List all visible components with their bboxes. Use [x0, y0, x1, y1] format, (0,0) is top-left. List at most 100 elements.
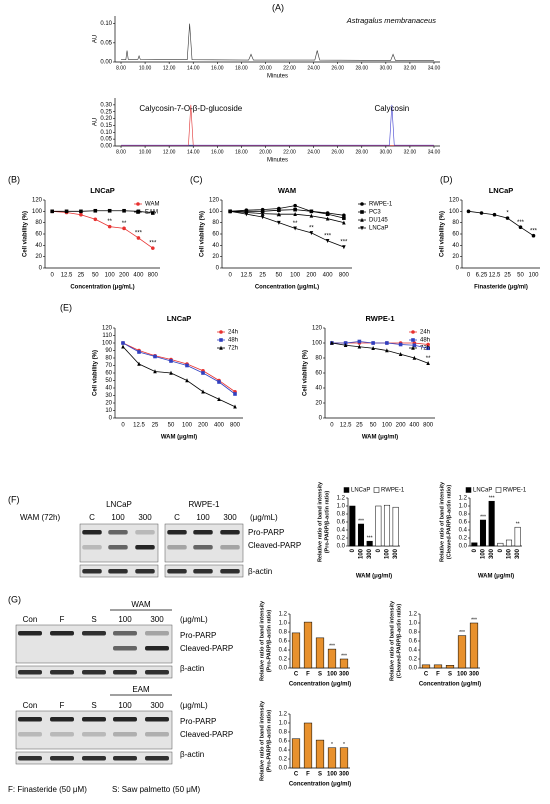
legend-marker — [136, 202, 140, 206]
point — [531, 233, 536, 238]
y-tick-label: 50 — [105, 378, 112, 384]
point — [343, 341, 348, 345]
band — [18, 631, 42, 636]
y-tick-label: 60 — [452, 232, 459, 238]
band — [135, 530, 155, 535]
x-tick-label: C — [294, 772, 299, 778]
lane-label: C — [89, 513, 95, 522]
y-tick-label: 100 — [209, 209, 220, 215]
y-tick-label: 120 — [209, 198, 220, 204]
x-tick-label: 800 — [230, 423, 241, 429]
y-tick-label: 0.2 — [279, 657, 288, 663]
series-line — [121, 104, 434, 146]
x-tick-label: 300 — [469, 672, 480, 678]
series-line — [121, 23, 434, 61]
chart: 0.0 0.2 0.4 0.6 0.8 1.0 1.2 WAM (μg/ml) Relative… — [439, 481, 526, 580]
band — [167, 545, 187, 550]
significance: *** — [358, 518, 364, 524]
x-tick-label: 18.00 — [235, 149, 248, 155]
significance: ** — [122, 221, 127, 227]
x-tick-label: 30.00 — [380, 65, 393, 71]
x-tick-label: 16.00 — [211, 65, 224, 71]
unit-label: (μg/mL) — [250, 513, 278, 522]
chart-title: Astragalus membranaceus — [346, 16, 436, 25]
x-tick-label: 100 — [105, 273, 116, 279]
band — [193, 545, 213, 550]
point — [293, 203, 297, 208]
significance: ** — [516, 522, 520, 528]
x-tick-label: 50 — [370, 423, 377, 429]
y-tick-label: 0.05 — [100, 137, 112, 143]
lane-label: C — [174, 513, 180, 522]
chart: 0 20 40 60 80 100 120 0 6.25 12.5 25 50 100 LNCaP Fina… — [440, 186, 540, 291]
bar — [479, 519, 487, 547]
point — [260, 215, 265, 220]
y-axis-label: Relative ratio of band intensity — [317, 481, 323, 562]
peak-label: Calycosin — [375, 104, 410, 113]
y-tick-label: 0.2 — [459, 536, 468, 542]
band — [82, 670, 106, 675]
x-tick-label: 300 — [339, 772, 350, 778]
significance: *** — [340, 240, 348, 246]
significance: *** — [324, 233, 332, 239]
point — [426, 346, 430, 351]
y-tick-label: 0.0 — [459, 544, 468, 550]
point — [121, 341, 125, 345]
bar — [505, 539, 513, 547]
treatment-label: WAM — [131, 600, 151, 609]
band — [167, 569, 187, 574]
band-label: Pro-PARP — [180, 717, 216, 726]
y-axis-label: (Cleaved-PARP/β-actin ratio) — [396, 604, 402, 679]
band — [50, 670, 74, 675]
point — [342, 213, 346, 218]
bar — [514, 526, 521, 547]
y-tick-label: 0.6 — [279, 739, 288, 745]
lane-label: Con — [23, 615, 38, 624]
significance: *** — [329, 643, 335, 649]
point — [426, 342, 430, 347]
significance: ** — [293, 221, 298, 227]
point — [93, 217, 98, 222]
y-tick-label: 0 — [216, 266, 220, 272]
x-tick-label: 400 — [133, 273, 144, 279]
treatment-label: WAM (72h) — [20, 513, 60, 522]
y-tick-label: 0.30 — [100, 102, 112, 108]
bar — [421, 664, 431, 669]
legend-swatch — [465, 487, 472, 493]
blot-membrane — [15, 710, 173, 750]
blot-membrane — [164, 523, 244, 563]
band — [18, 756, 42, 761]
y-tick-label: 20 — [315, 401, 322, 407]
point — [357, 344, 362, 349]
legend-label: WAM — [145, 202, 159, 208]
chart-title: RWPE-1 — [365, 314, 394, 323]
y-axis-label: Cell viability (%) — [303, 350, 309, 396]
band — [145, 732, 169, 737]
series-line — [122, 342, 236, 395]
y-tick-label: 0.6 — [459, 520, 468, 526]
y-tick-label: 40 — [105, 386, 112, 392]
x-tick-label: C — [424, 672, 429, 678]
point — [357, 339, 362, 344]
legend-label: 24h — [420, 330, 430, 336]
band — [113, 646, 137, 651]
point — [412, 343, 417, 348]
x-tick-label: 400 — [409, 423, 420, 429]
lane-label: 300 — [150, 701, 164, 710]
series-line — [52, 210, 153, 214]
bar — [383, 504, 391, 547]
x-tick-label: 0 — [472, 548, 478, 552]
x-tick-label: 25 — [356, 423, 363, 429]
y-tick-label: 110 — [102, 333, 112, 339]
lane-label: 100 — [118, 615, 132, 624]
point — [325, 239, 330, 243]
blot — [15, 710, 173, 765]
band — [18, 717, 42, 722]
y-axis-label: Relative ratio of band intensity — [259, 700, 265, 781]
band-label: β-actin — [180, 664, 204, 673]
y-tick-label: 80 — [315, 356, 322, 362]
band — [145, 646, 169, 651]
chart: 0.00 0.05 0.10 8.00 10.00 12.00 14.00 16.00 18.0… — [93, 16, 441, 80]
significance: ** — [277, 215, 282, 221]
